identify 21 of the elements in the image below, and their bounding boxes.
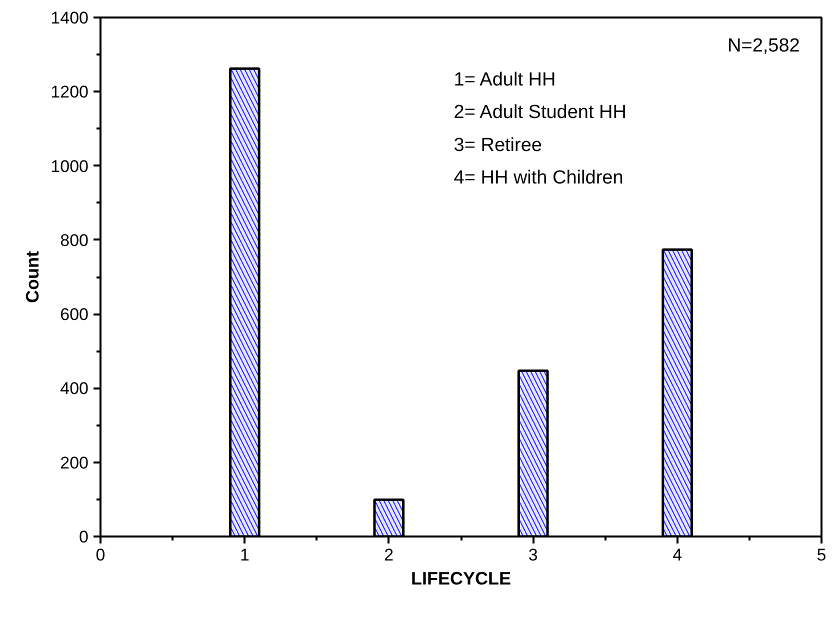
y-tick-label: 1200 <box>50 82 89 102</box>
annotation: 2= Adult Student HH <box>454 102 626 124</box>
y-axis-title: Count <box>22 251 43 303</box>
annotation: 1= Adult HH <box>454 69 556 90</box>
y-tick-label: 0 <box>79 528 89 546</box>
y-tick-label: 600 <box>60 305 89 324</box>
y-tick-label: 800 <box>60 230 89 250</box>
x-axis-title: LIFECYCLE <box>411 568 512 588</box>
x-tick-label: 3 <box>528 546 538 564</box>
x-tick-label: 4 <box>672 546 682 564</box>
annotation: N=2,582 <box>728 36 800 57</box>
y-tick-label: 1000 <box>50 156 89 176</box>
y-tick-label: 1400 <box>50 8 89 28</box>
x-tick-label: 1 <box>240 546 250 564</box>
x-tick-label: 5 <box>816 546 826 564</box>
annotation: 4= HH with Children <box>454 167 624 188</box>
x-tick-label: 2 <box>384 546 394 564</box>
y-tick-label: 400 <box>60 379 89 398</box>
y-tick-label: 200 <box>60 453 89 472</box>
x-tick-label: 0 <box>96 546 106 564</box>
annotation: 3= Retiree <box>454 134 542 156</box>
